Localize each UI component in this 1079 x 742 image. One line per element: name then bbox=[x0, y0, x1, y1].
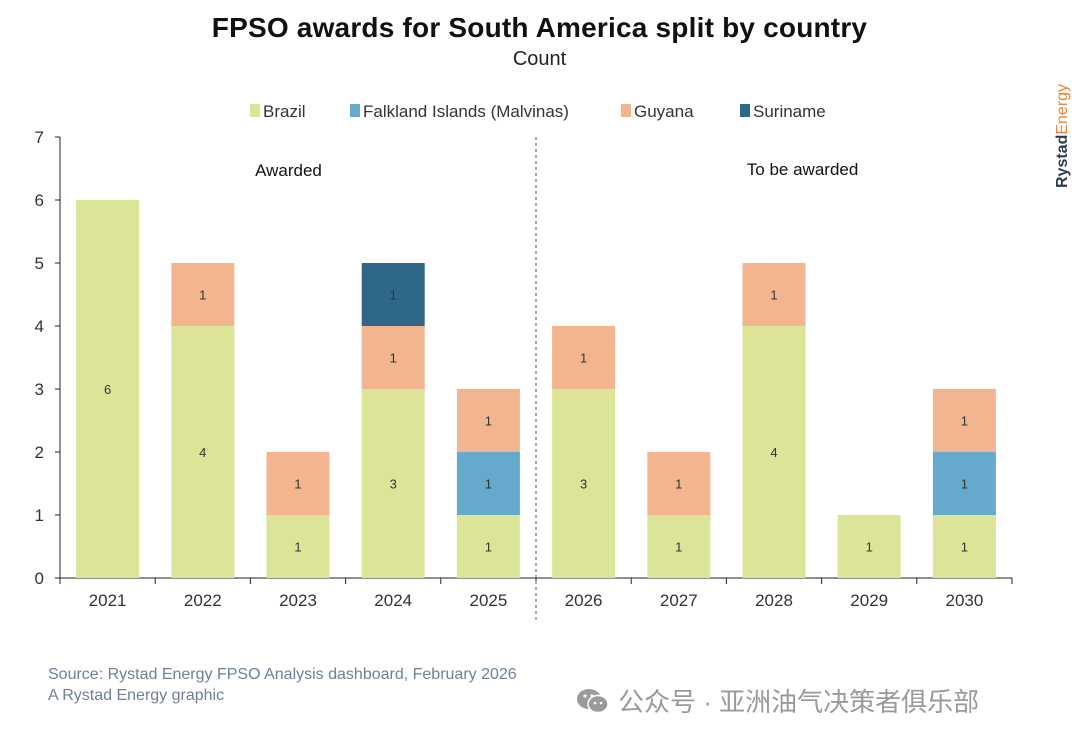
x-tick-label: 2023 bbox=[279, 591, 317, 610]
bar-brazil-2028 bbox=[742, 326, 806, 578]
chart-subtitle: Count bbox=[512, 48, 567, 70]
legend-label: Guyana bbox=[634, 102, 694, 121]
bar-brazil-2022 bbox=[171, 326, 235, 578]
legend-label: Suriname bbox=[753, 102, 826, 121]
y-tick-label: 5 bbox=[35, 254, 44, 273]
x-tick-label: 2030 bbox=[945, 591, 983, 610]
data-label: 1 bbox=[390, 351, 397, 366]
bar-brazil-2030 bbox=[932, 515, 996, 578]
chart-title: FPSO awards for South America split by c… bbox=[211, 12, 868, 43]
y-tick-label: 7 bbox=[35, 128, 44, 147]
bar-guyana-2026 bbox=[552, 326, 616, 389]
data-label: 1 bbox=[675, 540, 682, 555]
bar-brazil-2029 bbox=[837, 515, 901, 578]
x-tick-label: 2029 bbox=[850, 591, 888, 610]
data-label: 1 bbox=[580, 351, 587, 366]
data-label: 1 bbox=[485, 414, 492, 429]
x-tick-label: 2021 bbox=[89, 591, 127, 610]
data-label: 1 bbox=[961, 414, 968, 429]
data-label: 1 bbox=[294, 477, 301, 492]
bar-brazil-2024 bbox=[361, 389, 425, 578]
y-tick-label: 3 bbox=[35, 380, 44, 399]
bar-brazil-2023 bbox=[266, 515, 330, 578]
x-tick-label: 2025 bbox=[469, 591, 507, 610]
bar-falkland-2025 bbox=[456, 452, 520, 515]
bar-brazil-2021 bbox=[76, 200, 140, 578]
y-tick-label: 4 bbox=[35, 317, 44, 336]
data-label: 3 bbox=[580, 477, 587, 492]
source-note: Source: Rystad Energy FPSO Analysis dash… bbox=[48, 664, 517, 706]
graphic-credit: A Rystad Energy graphic bbox=[48, 687, 225, 704]
legend-label: Falkland Islands (Malvinas) bbox=[363, 102, 569, 121]
y-tick-label: 1 bbox=[35, 506, 44, 525]
bar-guyana-2025 bbox=[456, 389, 520, 452]
data-label: 3 bbox=[390, 477, 397, 492]
bar-guyana-2030 bbox=[932, 389, 996, 452]
annotation-to-be-awarded: To be awarded bbox=[747, 160, 859, 179]
svg-text:RystadEnergy: RystadEnergy bbox=[1054, 84, 1071, 188]
data-label: 1 bbox=[294, 540, 301, 555]
bar-guyana-2022 bbox=[171, 263, 235, 326]
annotation-awarded: Awarded bbox=[255, 161, 322, 180]
y-tick-label: 2 bbox=[35, 443, 44, 462]
data-label: 1 bbox=[961, 540, 968, 555]
data-label: 1 bbox=[961, 477, 968, 492]
y-tick-label: 0 bbox=[35, 569, 44, 588]
legend-swatch-falkland bbox=[350, 104, 360, 117]
bar-suriname-2024 bbox=[361, 263, 425, 326]
legend-swatch-suriname bbox=[740, 104, 750, 117]
x-tick-label: 2028 bbox=[755, 591, 793, 610]
bar-guyana-2023 bbox=[266, 452, 330, 515]
bar-brazil-2026 bbox=[552, 389, 616, 578]
bar-guyana-2027 bbox=[647, 452, 711, 515]
data-label: 1 bbox=[485, 477, 492, 492]
data-label: 1 bbox=[866, 540, 873, 555]
data-label: 1 bbox=[485, 540, 492, 555]
data-label: 1 bbox=[675, 477, 682, 492]
x-tick-label: 2026 bbox=[565, 591, 603, 610]
bar-brazil-2025 bbox=[456, 515, 520, 578]
x-tick-label: 2022 bbox=[184, 591, 222, 610]
data-label: 1 bbox=[199, 288, 206, 303]
data-label: 1 bbox=[390, 288, 397, 303]
legend-swatch-brazil bbox=[250, 104, 260, 117]
wechat-icon bbox=[577, 688, 609, 713]
bar-guyana-2024 bbox=[361, 326, 425, 389]
wechat-watermark: 公众号 · 亚洲油气决策者俱乐部 bbox=[576, 682, 979, 719]
bar-falkland-2030 bbox=[932, 452, 996, 515]
rystad-energy-logo: RystadEnergy bbox=[1054, 84, 1071, 188]
legend-label: Brazil bbox=[263, 102, 306, 121]
data-label: 4 bbox=[770, 445, 777, 460]
source-line: Source: Rystad Energy FPSO Analysis dash… bbox=[48, 666, 517, 683]
legend-swatch-guyana bbox=[621, 104, 631, 117]
y-tick-label: 6 bbox=[35, 191, 44, 210]
bar-brazil-2027 bbox=[647, 515, 711, 578]
x-tick-label: 2024 bbox=[374, 591, 412, 610]
x-tick-label: 2027 bbox=[660, 591, 698, 610]
data-label: 1 bbox=[770, 288, 777, 303]
bar-guyana-2028 bbox=[742, 263, 806, 326]
data-label: 4 bbox=[199, 445, 206, 460]
watermark-text: 公众号 · 亚洲油气决策者俱乐部 bbox=[618, 687, 980, 717]
data-label: 6 bbox=[104, 382, 111, 397]
